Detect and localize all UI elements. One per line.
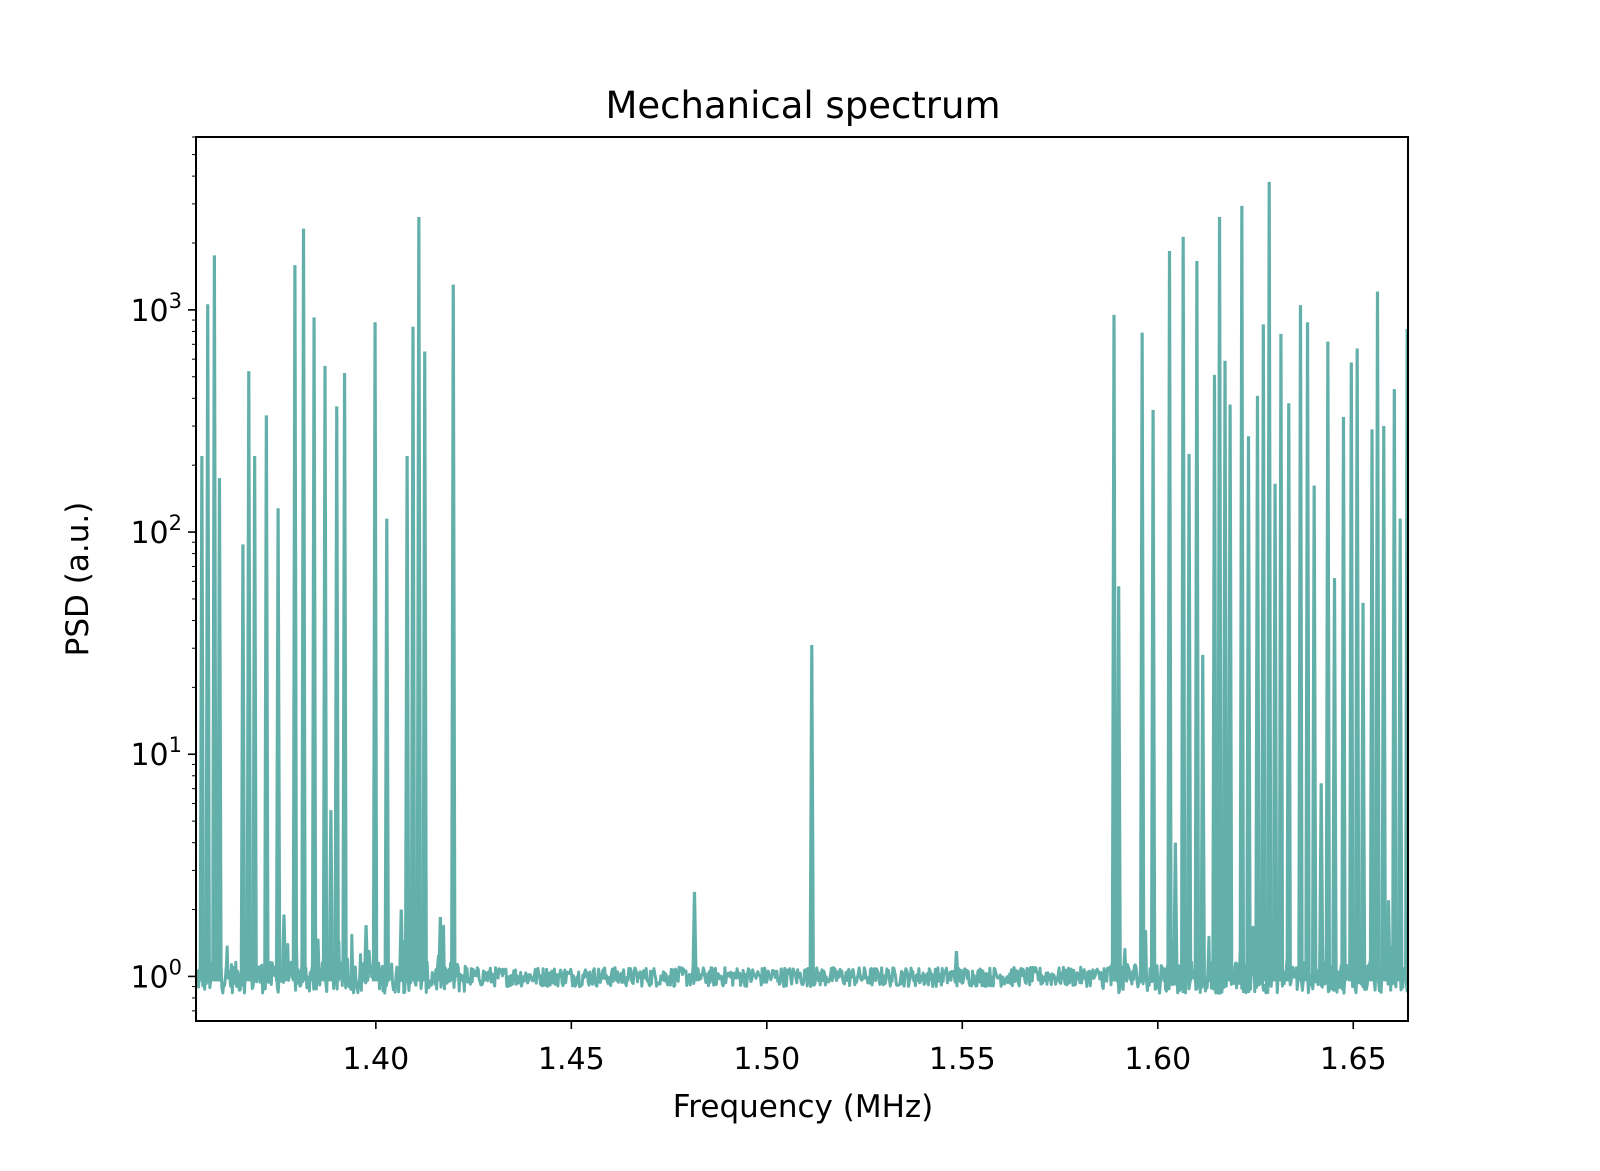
- spectrum-peak: [398, 909, 405, 982]
- spectrum-peak: [1172, 842, 1179, 982]
- spectrum-peak: [341, 372, 348, 982]
- spectrum-peak: [1297, 305, 1304, 982]
- spectrum-peak: [327, 810, 335, 982]
- spectrum-peak: [291, 265, 299, 982]
- spectrum-peak: [198, 455, 206, 982]
- spectrum-peak: [1380, 426, 1387, 982]
- spectrum-peak: [1324, 341, 1332, 982]
- noise-floor-line: [196, 924, 1408, 995]
- spectrum-peak: [310, 317, 318, 982]
- spectrum-peak: [1199, 654, 1206, 982]
- spectrum-peak: [1318, 783, 1325, 982]
- spectrum-peak: [211, 255, 218, 982]
- spectrum-peak: [808, 645, 815, 982]
- spectrum-peak: [1348, 362, 1355, 982]
- spectrum-peak: [421, 351, 428, 982]
- spectrum-peak: [1221, 360, 1229, 982]
- plot-frame: [195, 136, 1409, 1022]
- spectrum-peak: [1149, 409, 1157, 982]
- spectrum-peak: [1245, 436, 1252, 982]
- spectrum-peak: [204, 304, 211, 982]
- spectrum-peak: [1211, 374, 1218, 982]
- spectrum-peak: [691, 891, 698, 982]
- x-tick-label: 1.45: [538, 1042, 605, 1077]
- spectrum-peak: [1110, 314, 1118, 982]
- spectrum-peak: [1260, 324, 1267, 982]
- spectrum-peak: [1179, 236, 1187, 982]
- spectrum-peak: [953, 951, 960, 982]
- spectrum-peak: [1266, 181, 1273, 982]
- spectrum-peak: [280, 914, 288, 982]
- spectrum-peak: [1396, 518, 1404, 982]
- spectrum-peak: [383, 518, 390, 982]
- spectrum-peak: [1254, 395, 1261, 982]
- spectrum-peak: [239, 544, 247, 982]
- y-tick-label: 101: [130, 733, 182, 773]
- spectrum-peak: [1277, 333, 1285, 982]
- spectrum-peak: [321, 365, 329, 982]
- spectrum-peak: [1166, 251, 1173, 982]
- spectrum-peak: [274, 508, 282, 982]
- spectrum-peak: [415, 216, 423, 982]
- y-axis: 100 101 102 103: [130, 136, 196, 1012]
- spectrum-peak: [1353, 348, 1361, 982]
- spectrum-peak: [1138, 332, 1146, 982]
- spectrum-peak: [1331, 578, 1338, 982]
- x-tick-label: 1.40: [342, 1042, 409, 1077]
- spectrum-peak: [245, 371, 252, 982]
- spectrum-peak: [1368, 429, 1376, 982]
- y-tick-label: 103: [130, 289, 182, 329]
- spectrum-peak: [1226, 404, 1234, 982]
- spectrum-peak: [409, 326, 417, 982]
- spectrum-peak: [251, 455, 258, 982]
- spectrum-peak: [216, 478, 223, 982]
- spectrum-peak: [371, 322, 379, 982]
- spectrum-peak: [1185, 453, 1193, 982]
- spectrum-peak: [300, 228, 307, 982]
- x-tick-label: 1.50: [733, 1042, 800, 1077]
- x-tick-label: 1.65: [1320, 1042, 1387, 1077]
- spectrum-peak: [1374, 291, 1381, 982]
- spectrum-peak: [1385, 900, 1392, 982]
- spectrum-peak: [437, 917, 444, 982]
- spectrum-peak: [1391, 389, 1398, 982]
- chart-title: Mechanical spectrum: [605, 84, 1000, 127]
- x-axis: 1.40 1.45 1.50 1.55 1.60 1.65: [342, 1021, 1387, 1077]
- spectrum-peak: [1310, 485, 1318, 982]
- spectrum-peak: [1193, 260, 1201, 982]
- spectrum-peak: [1238, 205, 1246, 982]
- x-axis-label: Frequency (MHz): [673, 1089, 934, 1125]
- spectrum-peak: [263, 415, 270, 982]
- y-tick-label: 102: [130, 511, 182, 551]
- psd-series: [196, 181, 1408, 995]
- spectrum-peak: [333, 406, 340, 982]
- spectrum-peak: [1216, 216, 1223, 982]
- spectrum-peak: [1340, 416, 1347, 982]
- spectrum-peak: [1271, 483, 1279, 982]
- x-tick-label: 1.55: [929, 1042, 996, 1077]
- spectrum-peak: [362, 925, 370, 982]
- spectrum-peak: [1304, 322, 1311, 982]
- x-tick-label: 1.60: [1124, 1042, 1191, 1077]
- spectrum-peak: [1359, 602, 1367, 982]
- spectrum-peak: [450, 284, 457, 982]
- spectrum-peak: [1285, 403, 1292, 982]
- y-tick-label: 100: [130, 955, 182, 995]
- spectrum-peak: [1115, 586, 1122, 982]
- spectrum-peak: [403, 455, 411, 982]
- y-axis-label: PSD (a.u.): [60, 502, 96, 657]
